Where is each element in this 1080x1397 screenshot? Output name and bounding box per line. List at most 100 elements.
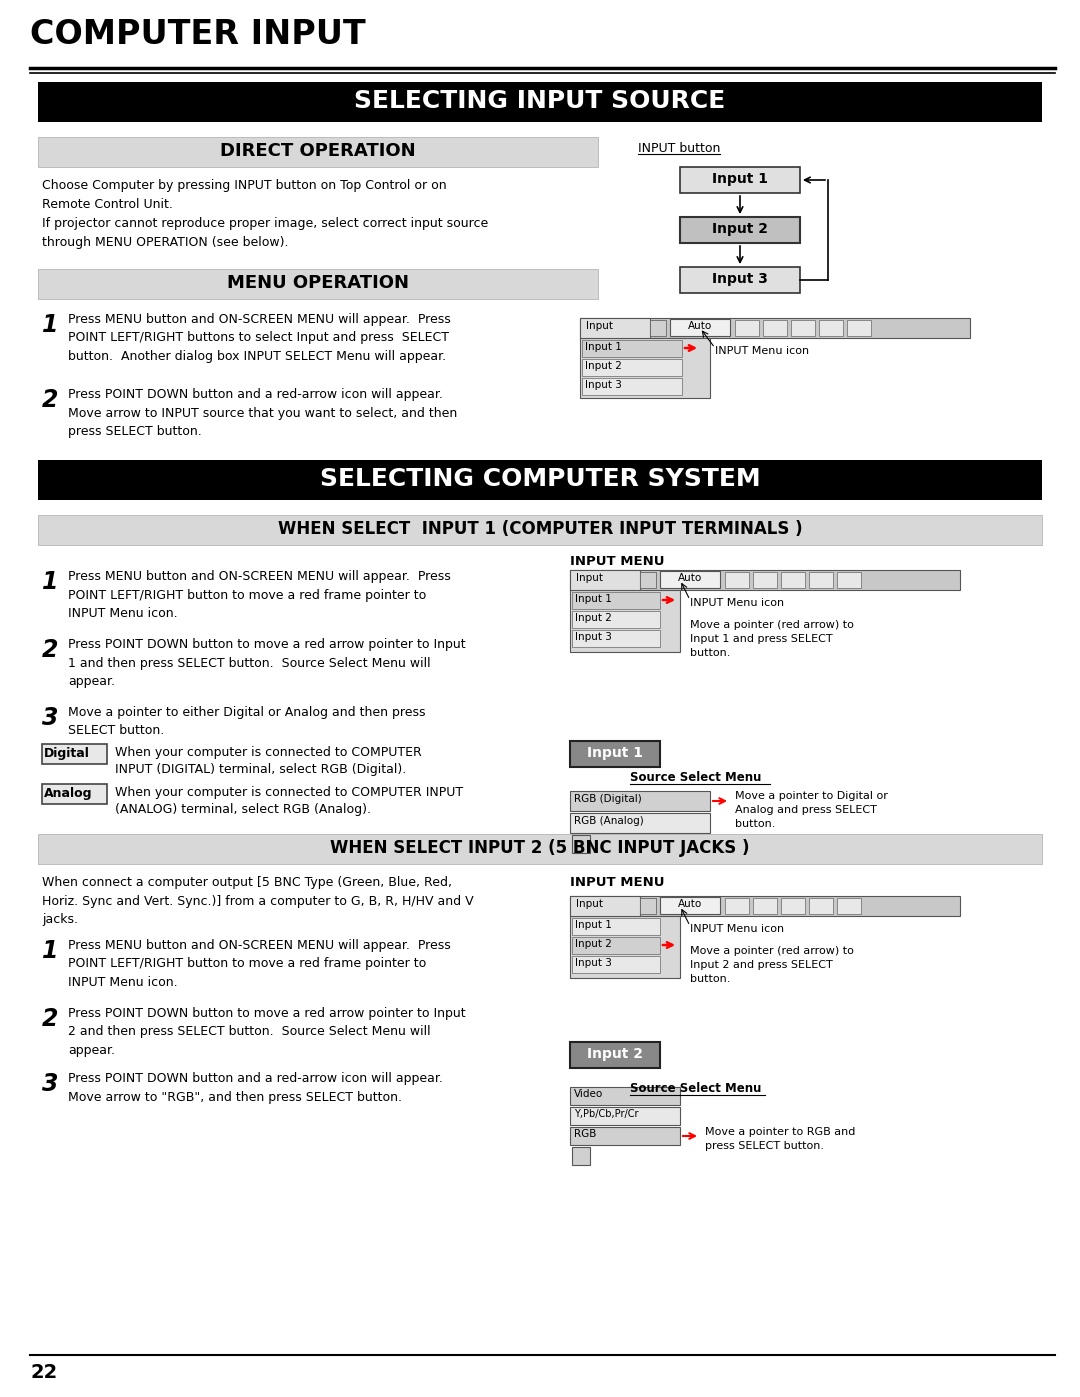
- Bar: [781, 571, 805, 588]
- Bar: [735, 320, 759, 337]
- Bar: [572, 956, 660, 972]
- Text: Input 2: Input 2: [575, 939, 612, 949]
- Text: Move a pointer (red arrow) to
Input 1 and press SELECT
button.: Move a pointer (red arrow) to Input 1 an…: [690, 620, 854, 658]
- Bar: [580, 338, 710, 398]
- Bar: [570, 895, 960, 916]
- Bar: [582, 379, 681, 395]
- Bar: [570, 740, 660, 767]
- Text: Press POINT DOWN button and a red-arrow icon will appear.
Move arrow to "RGB", a: Press POINT DOWN button and a red-arrow …: [68, 1071, 443, 1104]
- Bar: [580, 319, 650, 338]
- Text: Video: Video: [573, 1090, 604, 1099]
- Text: Auto: Auto: [678, 573, 702, 583]
- Bar: [580, 319, 970, 338]
- Bar: [572, 592, 660, 609]
- Text: 1: 1: [42, 570, 58, 594]
- Bar: [38, 137, 598, 168]
- Text: INPUT Menu icon: INPUT Menu icon: [690, 598, 784, 608]
- Text: INPUT button: INPUT button: [638, 142, 720, 155]
- Text: 2: 2: [42, 1007, 58, 1031]
- Bar: [572, 1147, 590, 1165]
- Text: When your computer is connected to COMPUTER
INPUT (DIGITAL) terminal, select RGB: When your computer is connected to COMPU…: [114, 746, 422, 777]
- Bar: [819, 320, 843, 337]
- Bar: [570, 1042, 660, 1067]
- Text: Press MENU button and ON-SCREEN MENU will appear.  Press
POINT LEFT/RIGHT button: Press MENU button and ON-SCREEN MENU wil…: [68, 939, 450, 989]
- Text: DIRECT OPERATION: DIRECT OPERATION: [220, 142, 416, 161]
- Bar: [570, 916, 680, 978]
- Text: Input 1: Input 1: [585, 342, 622, 352]
- Text: 3: 3: [42, 705, 58, 731]
- Text: Input: Input: [586, 321, 613, 331]
- Text: Analog: Analog: [44, 787, 93, 800]
- Bar: [572, 610, 660, 629]
- Bar: [640, 898, 656, 914]
- Bar: [570, 895, 640, 916]
- Text: Move a pointer to either Digital or Analog and then press
SELECT button.: Move a pointer to either Digital or Anal…: [68, 705, 426, 738]
- Text: 1: 1: [42, 313, 58, 337]
- Text: Input 3: Input 3: [585, 380, 622, 390]
- Bar: [582, 359, 681, 376]
- Text: Input 1: Input 1: [588, 746, 643, 760]
- Text: 3: 3: [42, 1071, 58, 1097]
- Text: Press POINT DOWN button and a red-arrow icon will appear.
Move arrow to INPUT so: Press POINT DOWN button and a red-arrow …: [68, 388, 457, 439]
- Bar: [582, 339, 681, 358]
- Text: Input 2: Input 2: [588, 1046, 643, 1060]
- Text: INPUT Menu icon: INPUT Menu icon: [715, 346, 809, 356]
- Bar: [38, 834, 1042, 863]
- Bar: [809, 898, 833, 914]
- Bar: [570, 1087, 680, 1105]
- Text: COMPUTER INPUT: COMPUTER INPUT: [30, 18, 366, 52]
- Bar: [791, 320, 815, 337]
- Text: Input: Input: [576, 573, 603, 583]
- Text: INPUT MENU: INPUT MENU: [570, 876, 664, 888]
- Text: Choose Computer by pressing INPUT button on Top Control or on
Remote Control Uni: Choose Computer by pressing INPUT button…: [42, 179, 488, 249]
- Bar: [762, 320, 787, 337]
- Bar: [38, 515, 1042, 545]
- Bar: [572, 937, 660, 954]
- Bar: [38, 82, 1042, 122]
- Text: Input 2: Input 2: [585, 360, 622, 372]
- Text: Auto: Auto: [688, 321, 712, 331]
- Text: Source Select Menu: Source Select Menu: [630, 771, 761, 784]
- Text: SELECTING INPUT SOURCE: SELECTING INPUT SOURCE: [354, 89, 726, 113]
- Bar: [570, 570, 640, 590]
- Text: When your computer is connected to COMPUTER INPUT
(ANALOG) terminal, select RGB : When your computer is connected to COMPU…: [114, 787, 463, 816]
- Text: Y,Pb/Cb,Pr/Cr: Y,Pb/Cb,Pr/Cr: [573, 1109, 638, 1119]
- Text: RGB: RGB: [573, 1129, 596, 1139]
- Text: RGB (Digital): RGB (Digital): [573, 793, 642, 805]
- Text: When connect a computer output [5 BNC Type (Green, Blue, Red,
Horiz. Sync and Ve: When connect a computer output [5 BNC Ty…: [42, 876, 474, 926]
- Text: 2: 2: [42, 638, 58, 662]
- Text: 22: 22: [30, 1363, 57, 1382]
- Text: Source Select Menu: Source Select Menu: [630, 1083, 761, 1095]
- Text: Input 1: Input 1: [712, 172, 768, 186]
- Bar: [650, 320, 666, 337]
- Text: Input: Input: [576, 900, 603, 909]
- Text: Input 3: Input 3: [712, 272, 768, 286]
- Text: Input 1: Input 1: [575, 921, 612, 930]
- Bar: [753, 571, 777, 588]
- Bar: [680, 217, 800, 243]
- Text: MENU OPERATION: MENU OPERATION: [227, 274, 409, 292]
- Bar: [680, 168, 800, 193]
- Bar: [809, 571, 833, 588]
- Text: 1: 1: [42, 939, 58, 963]
- Text: Press POINT DOWN button to move a red arrow pointer to Input
2 and then press SE: Press POINT DOWN button to move a red ar…: [68, 1007, 465, 1058]
- Text: Move a pointer to RGB and
press SELECT button.: Move a pointer to RGB and press SELECT b…: [705, 1127, 855, 1151]
- Text: Input 2: Input 2: [575, 613, 612, 623]
- Text: Move a pointer (red arrow) to
Input 2 and press SELECT
button.: Move a pointer (red arrow) to Input 2 an…: [690, 946, 854, 983]
- Bar: [753, 898, 777, 914]
- Text: Press MENU button and ON-SCREEN MENU will appear.  Press
POINT LEFT/RIGHT button: Press MENU button and ON-SCREEN MENU wil…: [68, 313, 450, 363]
- Text: SELECTING COMPUTER SYSTEM: SELECTING COMPUTER SYSTEM: [320, 467, 760, 490]
- Bar: [570, 570, 960, 590]
- Bar: [660, 897, 720, 914]
- Bar: [570, 1127, 680, 1146]
- Bar: [38, 270, 598, 299]
- Bar: [660, 571, 720, 588]
- Text: WHEN SELECT  INPUT 1 (COMPUTER INPUT TERMINALS ): WHEN SELECT INPUT 1 (COMPUTER INPUT TERM…: [278, 520, 802, 538]
- Bar: [42, 745, 107, 764]
- Text: INPUT Menu icon: INPUT Menu icon: [690, 923, 784, 935]
- Text: INPUT MENU: INPUT MENU: [570, 555, 664, 569]
- Text: Input 3: Input 3: [575, 631, 612, 643]
- Text: Press POINT DOWN button to move a red arrow pointer to Input
1 and then press SE: Press POINT DOWN button to move a red ar…: [68, 638, 465, 687]
- Bar: [570, 1106, 680, 1125]
- Text: WHEN SELECT INPUT 2 (5 BNC INPUT JACKS ): WHEN SELECT INPUT 2 (5 BNC INPUT JACKS ): [330, 840, 750, 856]
